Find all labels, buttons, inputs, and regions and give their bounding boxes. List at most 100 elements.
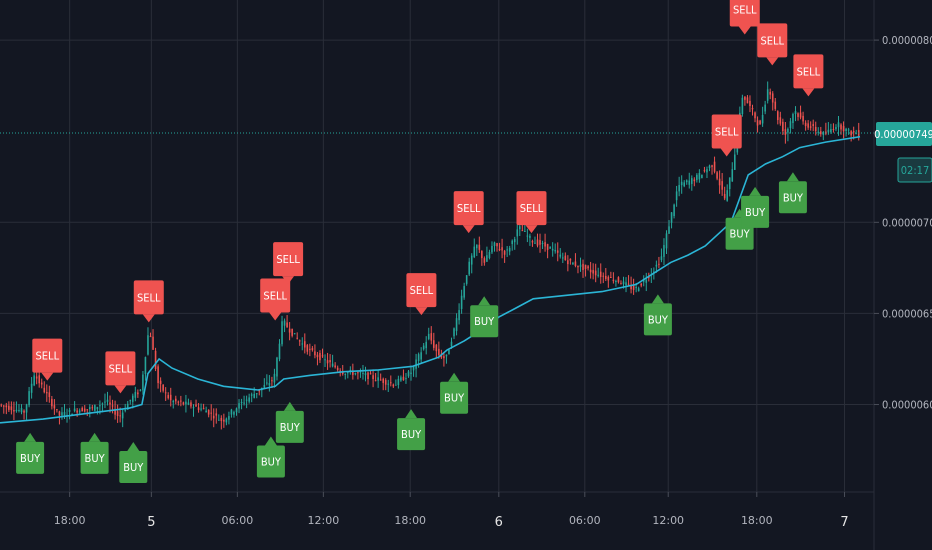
candle-body xyxy=(13,410,15,412)
candle-body xyxy=(804,122,807,127)
buy-label: BUY xyxy=(123,461,144,474)
sell-signal[interactable]: SELL xyxy=(32,338,63,381)
sell-arrow-icon xyxy=(282,276,295,285)
sell-signal[interactable]: SELL xyxy=(757,23,788,66)
sell-signal[interactable]: SELL xyxy=(729,0,760,35)
candle-body xyxy=(665,233,668,249)
buy-arrow-icon xyxy=(283,401,296,411)
sell-signal[interactable]: SELL xyxy=(793,54,824,97)
sell-box xyxy=(453,191,484,226)
buy-signal[interactable]: BUY xyxy=(256,436,285,478)
candle-body xyxy=(789,121,792,129)
candle-body xyxy=(635,287,637,289)
countdown-label: 02:17 xyxy=(901,164,930,177)
candle-body xyxy=(329,360,331,363)
candle-body xyxy=(524,231,526,233)
candle-body xyxy=(561,257,564,259)
candle-body xyxy=(346,372,349,374)
candle-body xyxy=(96,407,99,410)
sell-signal[interactable]: SELL xyxy=(711,114,742,157)
sell-signal[interactable]: SELL xyxy=(105,351,136,394)
candle-body xyxy=(410,372,412,374)
candle-body xyxy=(400,377,402,381)
buy-signal[interactable]: BUY xyxy=(119,441,148,483)
candle-body xyxy=(751,108,754,110)
candle-body xyxy=(99,405,101,407)
sell-signal[interactable]: SELL xyxy=(273,242,304,285)
buy-label: BUY xyxy=(401,428,422,441)
buy-signal[interactable]: BUY xyxy=(80,432,109,474)
sell-signal[interactable]: SELL xyxy=(260,278,291,321)
candle-body xyxy=(142,374,144,391)
sell-arrow-icon xyxy=(462,225,475,234)
sell-label: SELL xyxy=(410,284,434,297)
candle-body xyxy=(253,393,256,398)
candle-body xyxy=(167,395,170,399)
candle-body xyxy=(835,127,837,130)
sell-arrow-icon xyxy=(142,314,155,323)
buy-signal[interactable]: BUY xyxy=(643,294,672,336)
candle-body xyxy=(91,407,94,409)
candle-body xyxy=(364,373,367,376)
buy-signal[interactable]: BUY xyxy=(741,186,770,228)
candle-body xyxy=(438,348,440,356)
sell-box xyxy=(729,0,760,27)
candle-body xyxy=(233,411,235,415)
candle-body xyxy=(53,405,56,409)
sell-arrow-icon xyxy=(269,312,282,321)
candle-body xyxy=(58,411,61,416)
sell-arrow-icon xyxy=(114,385,127,394)
sell-signal[interactable]: SELL xyxy=(453,191,484,234)
candle-body xyxy=(759,120,761,125)
candle-body xyxy=(625,282,627,286)
sell-arrow-icon xyxy=(525,225,538,234)
candle-body xyxy=(377,377,379,381)
buy-arrow-icon xyxy=(88,432,101,442)
buy-signal[interactable]: BUY xyxy=(778,172,807,214)
candle-body xyxy=(389,382,392,384)
candle-body xyxy=(402,376,405,381)
sell-arrow-icon xyxy=(738,26,751,35)
candle-body xyxy=(422,345,425,350)
x-axis[interactable]: 18:00 5 06:00 12:00 18:00 6 06:00 12:00 18:00 7 xyxy=(0,491,874,530)
candle-body xyxy=(81,407,84,412)
buy-box xyxy=(470,305,499,338)
sell-signal[interactable]: SELL xyxy=(406,273,437,316)
candle-body xyxy=(238,403,240,409)
candle-body xyxy=(701,174,703,179)
buy-arrow-icon xyxy=(651,294,664,304)
candle-body xyxy=(746,97,749,104)
candle-body xyxy=(690,178,693,184)
buy-signal[interactable]: BUY xyxy=(470,296,499,338)
candle-body xyxy=(273,373,276,383)
candle-body xyxy=(405,378,407,380)
buy-signal[interactable]: BUY xyxy=(440,372,469,414)
candle-body xyxy=(536,239,539,246)
candle-body xyxy=(359,371,362,373)
buy-signal[interactable]: BUY xyxy=(397,409,426,451)
candle-body xyxy=(731,169,734,182)
candle-body xyxy=(708,165,711,169)
y-axis[interactable]: 0.00000800 0.00000700 0.00000650 0.00000600 xyxy=(873,0,932,550)
candle-body xyxy=(121,412,124,419)
candle-body xyxy=(169,394,172,401)
candle-body xyxy=(819,131,822,135)
buy-signal[interactable]: BUY xyxy=(275,401,304,443)
candle-body xyxy=(56,409,58,411)
sell-signal[interactable]: SELL xyxy=(133,280,164,323)
sell-arrow-icon xyxy=(720,148,733,157)
candle-body xyxy=(28,391,30,406)
candle-body xyxy=(493,242,496,247)
x-tick-label: 7 xyxy=(840,515,848,530)
candle-body xyxy=(832,128,835,130)
candle-body xyxy=(713,161,716,172)
sell-box xyxy=(406,273,437,308)
candle-body xyxy=(147,335,149,355)
sell-signal[interactable]: SELL xyxy=(516,191,547,234)
candle-body xyxy=(235,408,238,413)
candle-body xyxy=(531,241,534,243)
candle-body xyxy=(632,284,635,290)
buy-signal[interactable]: BUY xyxy=(16,432,45,474)
